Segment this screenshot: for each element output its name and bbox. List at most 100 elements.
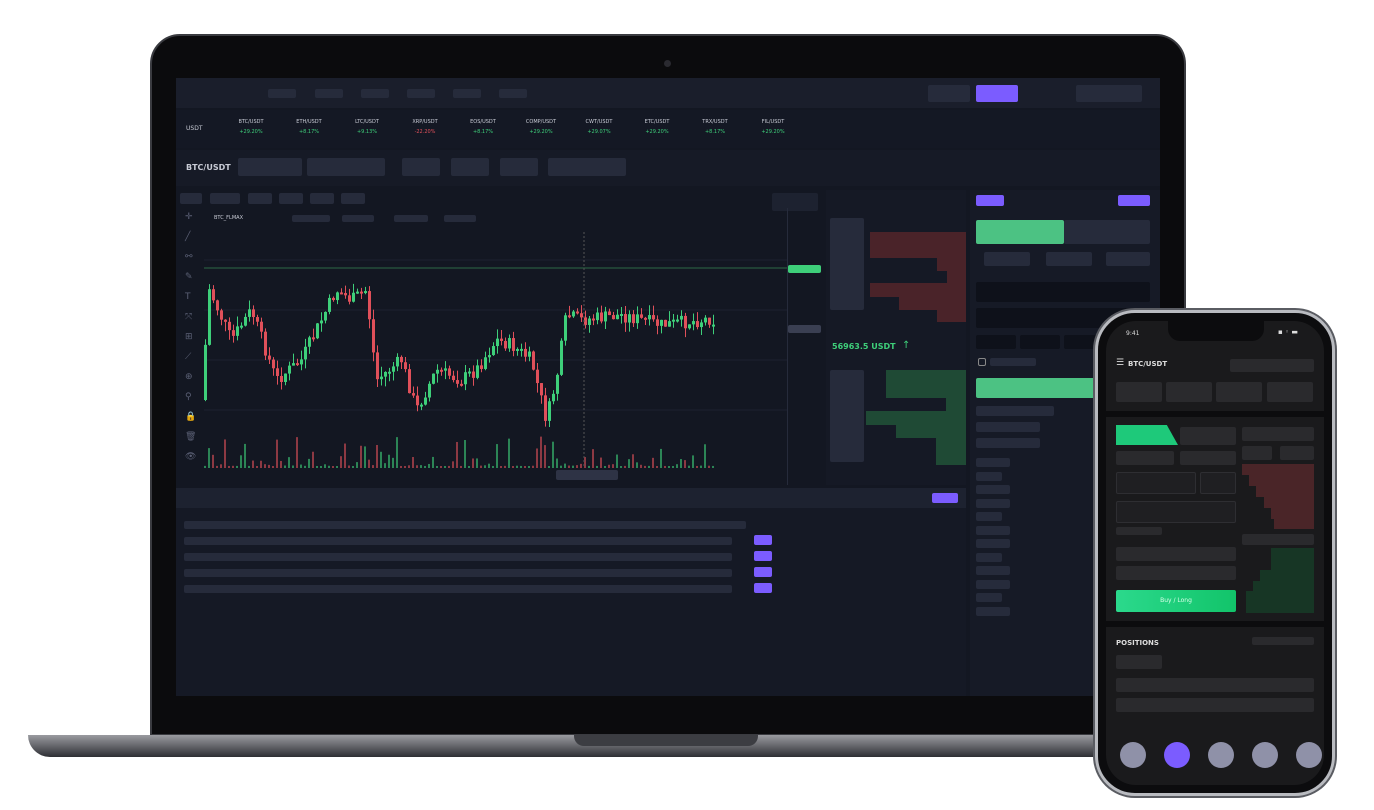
interval-button[interactable] [210,193,240,204]
tp-sl[interactable] [1116,566,1236,580]
nav-item[interactable] [268,89,296,98]
buy-tab[interactable] [976,220,1064,244]
percent-button[interactable] [1064,335,1104,349]
nav-item[interactable] [361,89,389,98]
candle [448,368,451,376]
lock-icon[interactable]: 🔒 [185,412,197,422]
ticker-item[interactable]: CWT/USDT +29.07% [574,119,624,135]
ticker-item[interactable]: BTC/USDT +29.20% [226,119,276,135]
nav-item[interactable] [499,89,527,98]
price-input[interactable] [976,282,1150,302]
candle [456,380,459,384]
price-input[interactable] [1116,472,1196,494]
menu-icon[interactable]: ☰ [1116,358,1125,368]
eye-icon[interactable]: 👁 [185,452,197,462]
buy-tab[interactable] [1116,425,1178,445]
candlestick-chart[interactable] [204,230,788,468]
ticker-item[interactable]: COMP/USDT +29.20% [516,119,566,135]
table-header [184,521,746,529]
positions-action[interactable] [1252,637,1314,645]
volume-bar [600,457,602,468]
tab-button[interactable] [1118,195,1150,206]
trash-icon[interactable]: 🗑 [185,432,197,442]
volume-bar [556,458,558,468]
ticker-item[interactable]: ETH/USDT +8.17% [284,119,334,135]
percent-button[interactable] [976,335,1016,349]
bottom-nav-item[interactable] [1296,742,1322,768]
indicator[interactable] [292,215,330,222]
indicator[interactable] [394,215,428,222]
sell-tab[interactable] [1180,427,1236,445]
sell-tab[interactable] [1064,220,1150,244]
bottom-nav-item[interactable] [1208,742,1234,768]
interval-button[interactable] [248,193,272,204]
mobile-pair[interactable]: BTC/USDT [1128,360,1168,368]
nav-item[interactable] [453,89,481,98]
nav-item[interactable] [407,89,435,98]
depth-level [898,296,966,310]
ticker-pair: ETH/USDT [296,119,322,125]
crosshair-icon[interactable]: ✛ [185,212,193,222]
row-action-button[interactable] [754,583,772,593]
order-type-tab[interactable] [984,252,1030,266]
unit-select[interactable] [1200,472,1236,494]
slider[interactable] [1116,547,1236,561]
percent-button[interactable] [1020,335,1060,349]
interval-button[interactable] [279,193,303,204]
candle [564,315,567,341]
settings-fullscreen-group[interactable] [772,193,818,211]
order-type-tab[interactable] [1106,252,1150,266]
account-menu[interactable] [1076,85,1142,102]
ticker-item[interactable]: TRX/USDT +8.17% [690,119,740,135]
candle [708,317,711,325]
depth-level [870,283,966,297]
bottom-nav-item[interactable] [1252,742,1278,768]
interval-button[interactable] [341,193,365,204]
ticker-item[interactable]: ETC/USDT +29.20% [632,119,682,135]
ticker-item[interactable]: LTC/USDT +9.13% [342,119,392,135]
candle [372,319,375,353]
order-type[interactable] [1116,451,1174,465]
brush-icon[interactable]: ✎ [185,272,193,282]
depth-level [1270,548,1314,560]
candle [220,310,223,320]
signup-button[interactable] [976,85,1018,102]
ticker-item[interactable]: EOS/USDT +8.17% [458,119,508,135]
buy-long-button[interactable]: Buy / Long [1116,590,1236,612]
row-action-button[interactable] [754,567,772,577]
indicator[interactable] [342,215,374,222]
ticker-pair: XRP/USDT [412,119,438,125]
tab-button[interactable] [976,195,1004,206]
nav-item[interactable] [315,89,343,98]
ticker-item[interactable]: XRP/USDT -22.20% [400,119,450,135]
line-icon[interactable]: ╱ [185,232,191,242]
interval-button[interactable] [310,193,334,204]
position-tab[interactable] [1116,655,1162,669]
row-action-button[interactable] [754,551,772,561]
text-icon[interactable]: T [185,292,191,302]
fib-icon[interactable]: ⚯ [185,252,193,262]
trade-row [976,458,1010,467]
bottom-nav-item[interactable] [1120,742,1146,768]
indicator[interactable] [444,215,476,222]
interval-button[interactable] [180,193,202,204]
pattern-icon[interactable]: ⤧ [185,312,193,322]
order-type-tab[interactable] [1046,252,1092,266]
pair-title[interactable]: BTC/USDT [186,163,231,172]
magnet-icon[interactable]: ⚲ [185,392,192,402]
volume-bar [480,465,482,468]
candle [660,319,663,326]
leverage[interactable] [1180,451,1236,465]
panel-action-button[interactable] [932,493,958,503]
candle [236,326,239,336]
measure-icon[interactable]: ⊞ [185,332,193,342]
ticker-change: +8.17% [298,129,320,135]
login-button[interactable] [928,85,970,102]
ticker-item[interactable]: FIL/USDT +29.20% [748,119,798,135]
zoom-icon[interactable]: ⊕ [185,372,193,382]
bottom-nav-item[interactable] [1164,742,1190,768]
row-action-button[interactable] [754,535,772,545]
checkbox[interactable] [978,358,986,366]
ruler-icon[interactable]: ⟋ [185,352,192,362]
amount-input[interactable] [1116,501,1236,523]
